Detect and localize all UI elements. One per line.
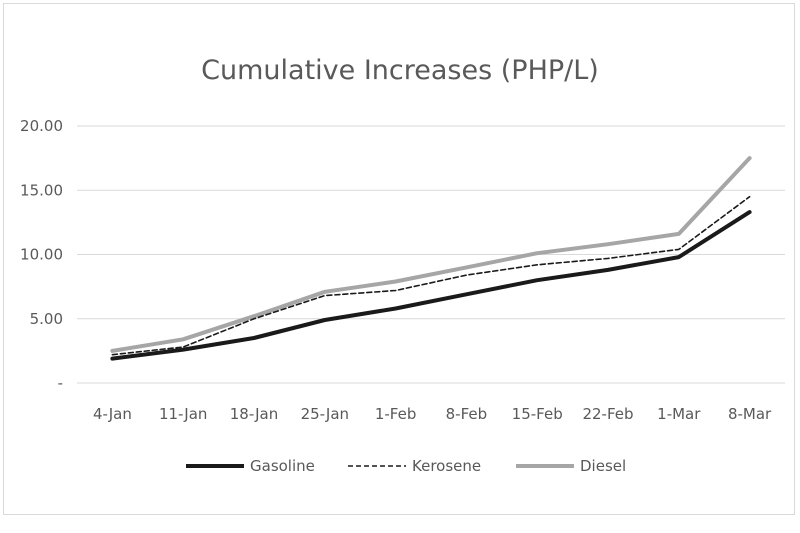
x-tick-label: 4-Jan [93,405,132,423]
x-axis-ticks: 4-Jan 11-Jan 18-Jan 25-Jan 1-Feb 8-Feb 15-Feb 2… [93,405,772,423]
x-tick-label: 8-Mar [728,405,772,423]
y-tick-label: 20.00 [20,117,63,135]
series-line-diesel [110,156,752,353]
series-line-gasoline [110,210,752,361]
legend: Gasoline Kerosene Diesel [186,457,626,475]
legend-label-gasoline: Gasoline [250,457,315,475]
x-tick-label: 15-Feb [512,405,563,423]
y-tick-label: 15.00 [20,181,63,199]
x-tick-label: 1-Mar [657,405,701,423]
x-tick-label: 22-Feb [582,405,633,423]
x-tick-label: 8-Feb [446,405,488,423]
legend-label-kerosene: Kerosene [412,457,481,475]
y-tick-label: 10.00 [20,246,63,264]
gridlines [77,125,785,384]
series-line-kerosene [111,195,751,356]
y-axis-ticks: - 5.00 10.00 15.00 20.00 [20,117,63,392]
x-tick-label: 11-Jan [159,405,207,423]
series-lines [110,156,752,361]
x-tick-label: 25-Jan [301,405,349,423]
y-tick-label: 5.00 [30,310,63,328]
chart-title: Cumulative Increases (PHP/L) [201,55,599,86]
y-tick-label: - [58,374,63,392]
x-tick-label: 18-Jan [230,405,278,423]
legend-label-diesel: Diesel [580,457,626,475]
x-tick-label: 1-Feb [375,405,417,423]
